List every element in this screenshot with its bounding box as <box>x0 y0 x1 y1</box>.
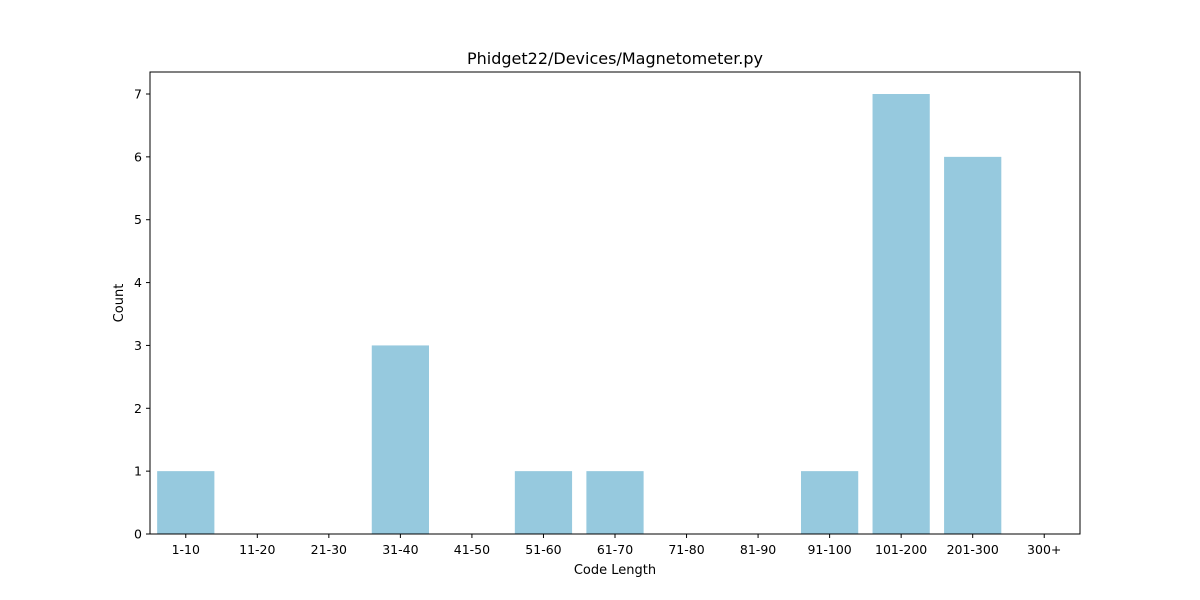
y-axis-label: Count <box>112 284 127 323</box>
chart-title: Phidget22/Devices/Magnetometer.py <box>467 49 763 68</box>
x-tick-label: 300+ <box>1027 542 1061 557</box>
y-tick-label: 7 <box>134 87 142 102</box>
bar-101-200 <box>872 94 930 534</box>
y-tick-label: 2 <box>134 401 142 416</box>
x-tick-label: 101-200 <box>875 542 927 557</box>
bar-61-70 <box>586 471 644 534</box>
x-axis-label: Code Length <box>574 563 656 578</box>
bar-51-60 <box>514 471 573 534</box>
y-tick-label: 3 <box>134 338 142 353</box>
bar-31-40 <box>371 345 429 534</box>
y-tick-label: 1 <box>134 464 142 479</box>
bar-1-10 <box>157 471 215 534</box>
bars-group <box>157 94 1002 534</box>
y-tick-label: 4 <box>134 275 142 290</box>
x-tick-label: 51-60 <box>525 542 561 557</box>
x-tick-label: 71-80 <box>668 542 704 557</box>
x-tick-label: 21-30 <box>311 542 347 557</box>
y-tick-label: 0 <box>134 527 142 542</box>
plot-frame <box>149 71 1081 535</box>
x-tick-label: 91-100 <box>807 542 851 557</box>
x-tick-label: 41-50 <box>454 542 490 557</box>
y-axis-ticks: 0 1 2 3 4 5 6 7 <box>134 87 150 542</box>
x-tick-label: 31-40 <box>382 542 418 557</box>
x-tick-label: 81-90 <box>740 542 776 557</box>
bar-91-100 <box>801 471 859 534</box>
y-tick-label: 6 <box>134 149 142 164</box>
x-axis-ticks: 1-10 11-20 21-30 31-40 41-50 51-60 61-70 71-80 8… <box>172 534 1061 557</box>
y-tick-label: 5 <box>134 212 142 227</box>
x-tick-label: 11-20 <box>239 542 275 557</box>
x-tick-label: 1-10 <box>172 542 200 557</box>
x-tick-label: 61-70 <box>597 542 633 557</box>
x-tick-label: 201-300 <box>947 542 999 557</box>
bar-201-300 <box>944 156 1002 534</box>
